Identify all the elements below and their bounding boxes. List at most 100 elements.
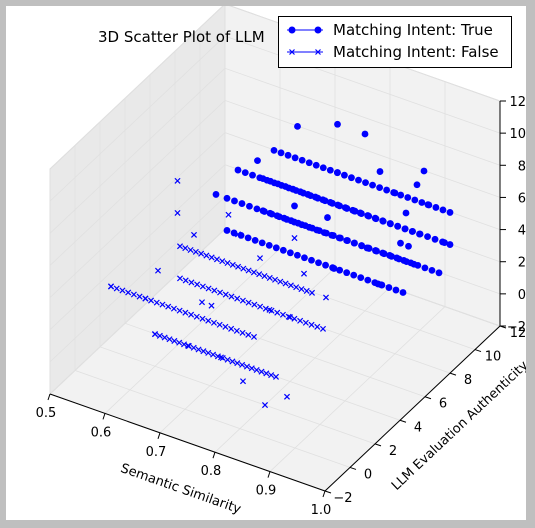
data-point-false — [262, 305, 269, 312]
data-point-true — [351, 207, 359, 215]
data-point-true — [439, 206, 447, 214]
data-point-true — [241, 169, 249, 177]
data-point-true — [388, 252, 395, 260]
data-point-true — [328, 199, 336, 207]
data-point-true — [294, 122, 301, 130]
data-point-true — [319, 164, 327, 172]
data-point-true — [343, 205, 351, 212]
data-point-true — [408, 228, 416, 235]
data-point-true — [397, 239, 404, 247]
x-axis-label: Semantic Similarity — [118, 461, 243, 517]
grid-line-z — [49, 6, 501, 170]
data-point-false — [308, 289, 316, 296]
data-point-true — [231, 197, 238, 205]
data-point-false — [222, 291, 229, 298]
data-point-false — [245, 331, 252, 338]
data-point-false — [229, 358, 236, 365]
y-tick-label: 10 — [485, 350, 502, 365]
data-point-false — [293, 284, 300, 291]
data-point-true — [397, 191, 405, 199]
data-point-false — [205, 285, 212, 292]
data-point-true — [320, 229, 328, 237]
legend-label-false: Matching Intent: False — [333, 43, 499, 61]
z-tick-label: 6 — [518, 191, 526, 206]
data-point-true — [361, 130, 369, 138]
data-point-true — [261, 208, 268, 215]
data-point-false — [188, 311, 195, 318]
data-point-true — [418, 199, 426, 206]
legend-entry-true: Matching Intent: True — [285, 20, 493, 40]
data-point-true — [394, 222, 402, 230]
data-point-false — [258, 368, 265, 375]
data-point-false — [287, 282, 294, 289]
data-point-false — [208, 302, 215, 309]
data-point-true — [446, 209, 454, 216]
data-point-false — [182, 277, 189, 284]
data-point-false — [277, 278, 284, 285]
data-point-false — [261, 402, 269, 409]
data-point-false — [107, 283, 115, 290]
y-tick-label: −2 — [333, 491, 352, 506]
data-point-false — [176, 243, 184, 250]
data-point-false — [272, 276, 279, 283]
grid-line-z — [49, 67, 501, 234]
data-point-false — [219, 258, 226, 265]
data-point-true — [258, 239, 266, 247]
data-point-true — [263, 176, 271, 184]
data-point-false — [211, 287, 218, 294]
data-point-false — [274, 309, 281, 316]
data-point-true — [256, 174, 264, 182]
data-point-true — [305, 159, 313, 167]
axis-panes — [49, 6, 501, 492]
data-point-false — [165, 303, 172, 310]
y-tick — [374, 443, 382, 447]
data-point-false — [257, 303, 264, 310]
data-point-false — [190, 231, 198, 238]
data-point-true — [315, 259, 322, 267]
data-point-false — [125, 289, 132, 296]
data-point-false — [234, 360, 241, 367]
data-point-true — [387, 220, 394, 228]
data-point-true — [404, 194, 412, 201]
y-axis-line — [324, 325, 501, 492]
data-point-true — [291, 202, 298, 210]
data-point-true — [298, 156, 306, 164]
data-point-true — [441, 239, 448, 247]
x-tick-label: 0.9 — [256, 484, 277, 499]
data-point-false — [229, 261, 236, 268]
data-point-true — [238, 200, 246, 207]
data-point-true — [380, 250, 388, 258]
data-point-true — [424, 233, 431, 241]
x-tick-label: 0.8 — [201, 464, 222, 479]
data-point-false — [235, 263, 242, 270]
data-point-true — [343, 269, 351, 277]
data-point-true — [305, 223, 313, 231]
data-point-true — [308, 256, 315, 264]
data-point-false — [217, 354, 225, 361]
axes — [47, 100, 507, 498]
data-point-true — [431, 235, 439, 243]
data-point-true — [314, 194, 322, 202]
data-point-true — [330, 265, 338, 272]
data-point-false — [256, 255, 264, 262]
data-point-true — [326, 166, 334, 174]
data-point-false — [198, 250, 205, 257]
data-point-false — [176, 307, 183, 314]
data-point-false — [314, 323, 321, 330]
grid-line-z — [49, 35, 501, 202]
data-point-false — [250, 269, 257, 276]
data-point-false — [217, 289, 224, 296]
x-tick — [322, 490, 326, 498]
z-tick-label: 12 — [509, 95, 526, 110]
data-point-false — [286, 314, 294, 321]
data-point-true — [446, 241, 454, 248]
chart-title: 3D Scatter Plot of LLM — [98, 28, 265, 46]
data-point-false — [136, 293, 143, 300]
data-point-false — [210, 319, 217, 326]
data-point-false — [239, 361, 246, 368]
data-point-false — [291, 235, 298, 242]
data-point-true — [230, 229, 238, 237]
data-point-true — [336, 202, 344, 210]
data-point-true — [403, 258, 410, 266]
